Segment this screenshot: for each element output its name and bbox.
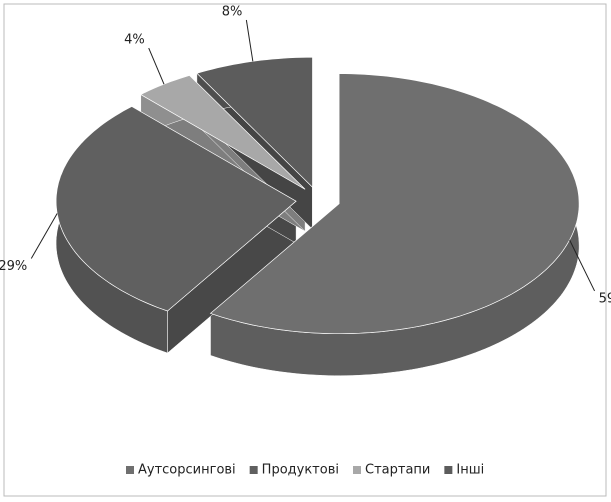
legend-label: Аутсорсингові [138,463,236,478]
legend-label: Продуктові [262,463,339,478]
leader-line [30,213,58,259]
data-label: 59% [599,291,611,306]
slice [140,75,306,190]
slice [209,73,580,335]
legend-swatch [249,466,258,474]
data-label: 29% [0,259,27,274]
legend-swatch [353,466,361,474]
leader-line [245,19,254,62]
slice [196,56,313,189]
legend-swatch [444,466,453,474]
leader-line [148,47,165,85]
legend-label: Стартапи [365,463,430,478]
data-label: 8% [222,5,243,20]
legend-swatch [126,466,134,474]
legend-label: Інші [456,463,484,478]
leader-line [569,239,596,292]
data-label: 4% [124,33,145,48]
